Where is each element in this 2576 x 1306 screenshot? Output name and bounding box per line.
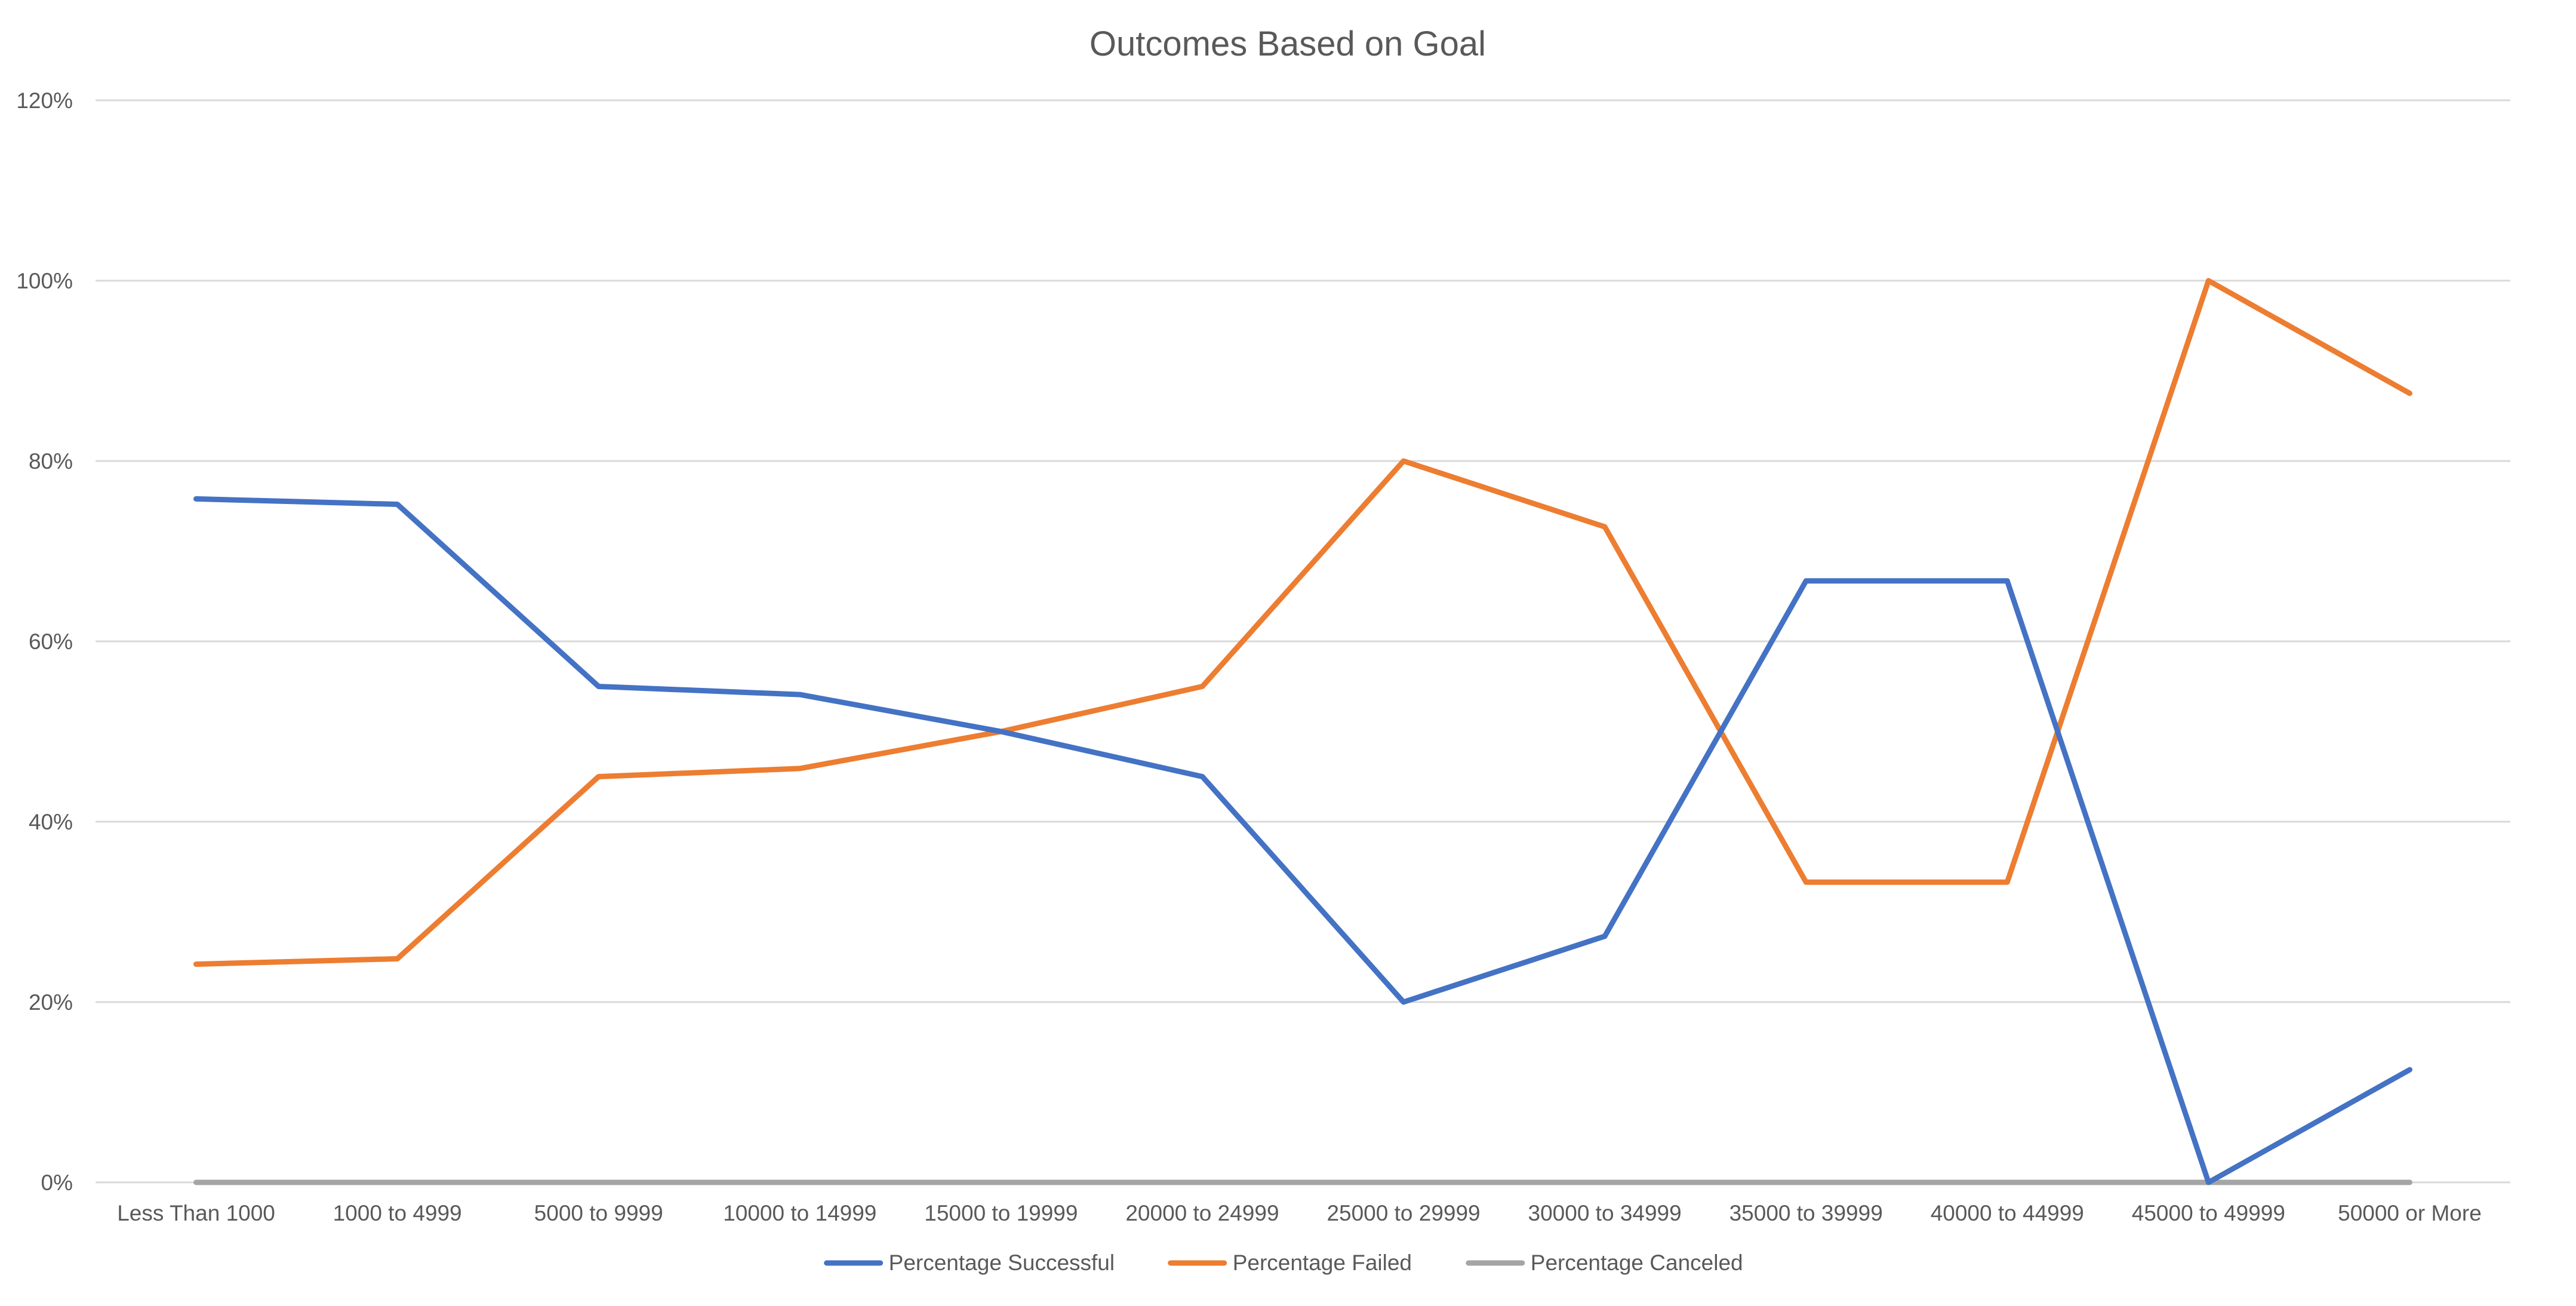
y-tick-label: 100%	[16, 269, 73, 293]
chart-title: Outcomes Based on Goal	[1090, 24, 1486, 63]
y-axis-tick-labels: 0% 20% 40% 60% 80% 100% 120%	[16, 88, 73, 1195]
x-tick-label: 15000 to 19999	[924, 1201, 1078, 1225]
series-line-percentage-successful	[193, 496, 2412, 1185]
legend-label-percentage-failed: Percentage Failed	[1233, 1250, 1412, 1275]
x-tick-label: 40000 to 44999	[1931, 1201, 2084, 1225]
y-tick-label: 0%	[41, 1170, 73, 1195]
x-tick-label: 30000 to 34999	[1528, 1201, 1682, 1225]
gridlines	[96, 99, 2510, 1184]
y-tick-label: 120%	[16, 88, 73, 113]
y-tick-label: 40%	[29, 810, 73, 834]
y-tick-label: 60%	[29, 629, 73, 654]
x-tick-label: 10000 to 14999	[723, 1201, 876, 1225]
series-lines	[193, 278, 2412, 1185]
x-tick-label: 35000 to 39999	[1729, 1201, 1883, 1225]
x-tick-label: Less Than 1000	[117, 1201, 275, 1225]
legend-label-percentage-canceled: Percentage Canceled	[1531, 1250, 1743, 1275]
x-axis-tick-labels: Less Than 1000 1000 to 4999 5000 to 9999 10…	[117, 1201, 2482, 1225]
series-line-percentage-failed	[193, 278, 2412, 967]
legend-label-percentage-successful: Percentage Successful	[889, 1250, 1115, 1275]
x-tick-label: 1000 to 4999	[333, 1201, 462, 1225]
x-tick-label: 20000 to 24999	[1125, 1201, 1279, 1225]
x-tick-label: 45000 to 49999	[2132, 1201, 2285, 1225]
x-tick-label: 25000 to 29999	[1327, 1201, 1480, 1225]
y-tick-label: 20%	[29, 990, 73, 1015]
legend: Percentage Successful Percentage Failed Pe…	[824, 1250, 1743, 1275]
x-tick-label: 50000 or More	[2338, 1201, 2482, 1225]
y-tick-label: 80%	[29, 449, 73, 474]
x-tick-label: 5000 to 9999	[534, 1201, 663, 1225]
